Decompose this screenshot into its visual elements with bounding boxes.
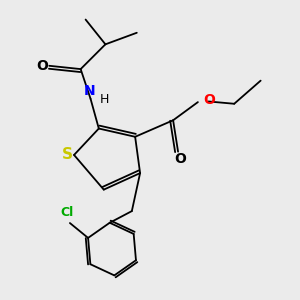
- Text: O: O: [203, 93, 215, 107]
- Text: S: S: [62, 148, 73, 163]
- Text: Cl: Cl: [60, 206, 73, 219]
- Text: H: H: [100, 93, 109, 106]
- Text: O: O: [174, 152, 186, 166]
- Text: O: O: [36, 59, 48, 73]
- Text: N: N: [84, 84, 96, 98]
